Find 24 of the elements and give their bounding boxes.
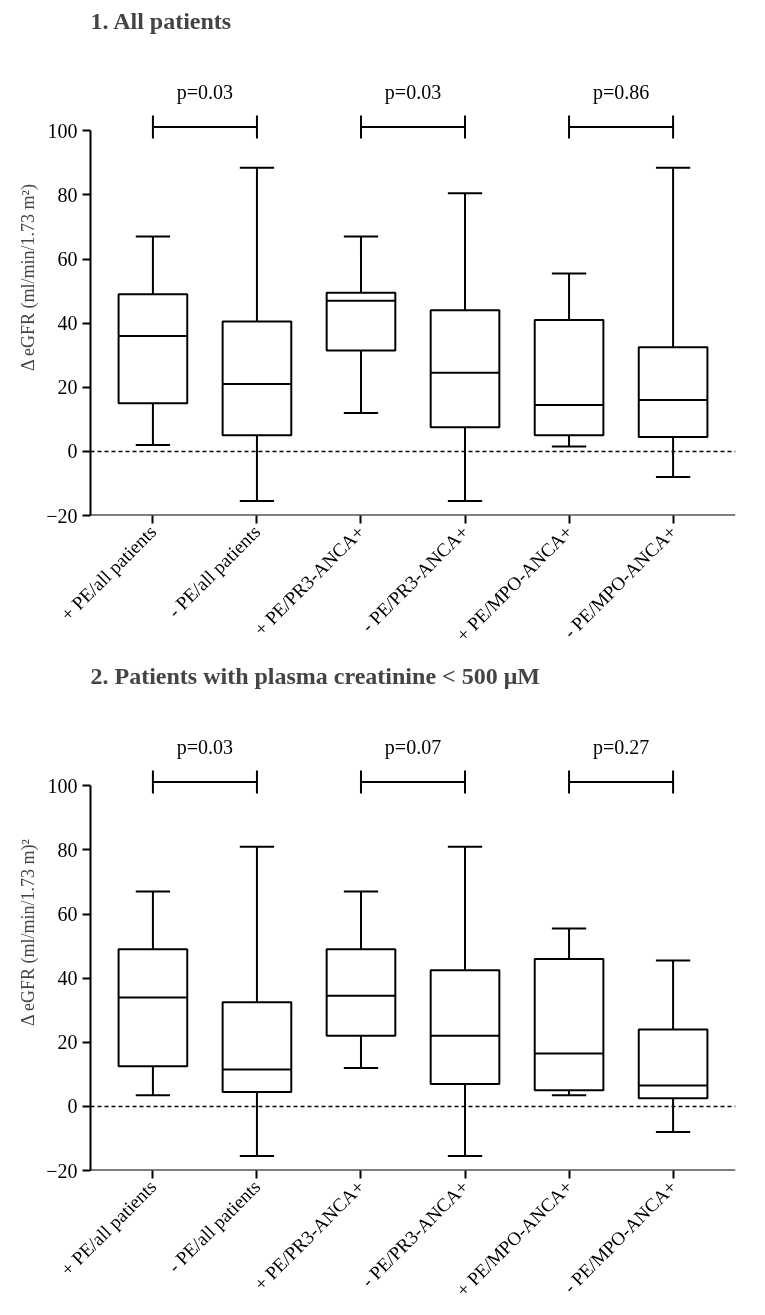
- chart-title: 1. All patients: [90, 7, 232, 34]
- text: p=0.86: [592, 81, 650, 105]
- y-tick-label: −20: [46, 1159, 78, 1182]
- y-tick-label: −20: [46, 504, 78, 527]
- y-tick-label: 20: [57, 1031, 78, 1054]
- y-tick-label: 40: [57, 967, 78, 990]
- y-axis-title: Δ eGFR (ml/min/1.73 m²): [18, 184, 40, 371]
- y-tick-label: 40: [57, 312, 78, 335]
- text: p=0.07: [384, 736, 442, 760]
- y-tick-label: 0: [67, 440, 78, 463]
- text: p=0.03: [176, 81, 234, 105]
- y-tick-label: 100: [47, 119, 78, 142]
- text: p=0.03: [384, 81, 442, 105]
- y-tick-label: 0: [67, 1095, 78, 1118]
- y-tick-label: 80: [57, 838, 78, 861]
- y-axis-title: Δ eGFR (ml/min/1.73 m)²: [18, 839, 40, 1026]
- chart-title: 2. Patients with plasma creatinine < 500 μM: [90, 662, 540, 689]
- y-tick-label: 80: [57, 183, 78, 206]
- text: p=0.27: [592, 736, 650, 760]
- y-tick-label: 100: [47, 774, 78, 797]
- y-tick-label: 60: [57, 248, 78, 271]
- y-tick-label: 20: [57, 376, 78, 399]
- text: p=0.03: [176, 736, 234, 760]
- y-tick-label: 60: [57, 903, 78, 926]
